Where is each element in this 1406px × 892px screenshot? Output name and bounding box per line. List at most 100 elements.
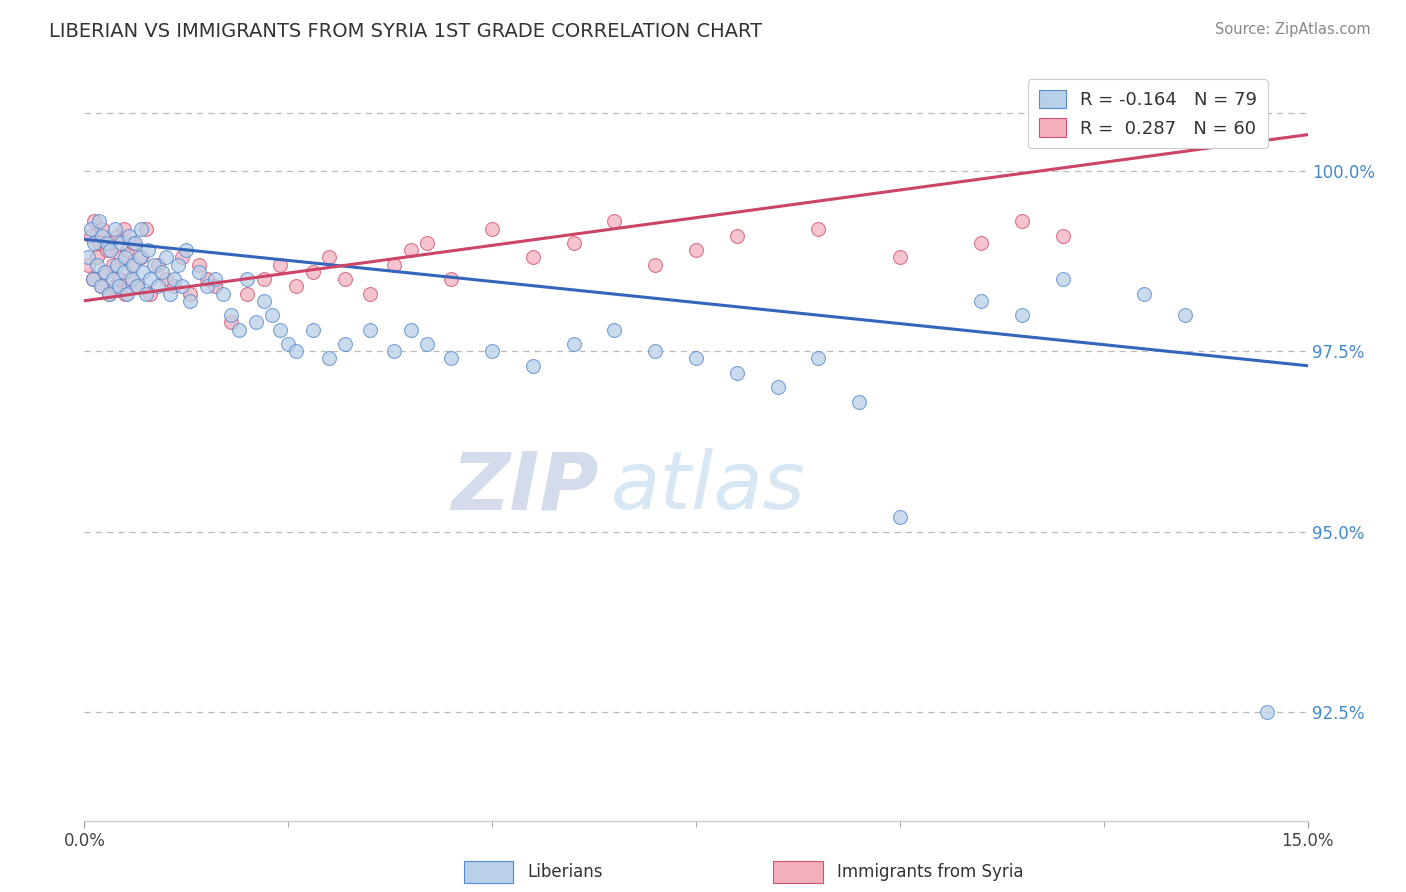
Point [127, 279, 149, 293]
Point [522, 359, 544, 373]
Point [138, 272, 160, 286]
Point [603, 214, 626, 228]
Point [121, 258, 143, 272]
Point [121, 272, 143, 286]
Point [172, 251, 194, 265]
Point [77, 251, 100, 265]
Point [100, 235, 122, 250]
Point [122, 235, 145, 250]
Point [301, 265, 323, 279]
Point [97, 286, 120, 301]
Point [174, 243, 197, 257]
Point [107, 272, 129, 286]
Point [128, 251, 150, 265]
Point [127, 279, 149, 293]
Legend: R = -0.164   N = 79, R =  0.287   N = 60: R = -0.164 N = 79, R = 0.287 N = 60 [1028, 79, 1268, 148]
Point [382, 344, 405, 359]
Point [522, 251, 544, 265]
Point [138, 286, 160, 301]
Point [382, 258, 405, 272]
Point [135, 221, 157, 235]
Point [132, 265, 155, 279]
Text: Liberians: Liberians [527, 863, 603, 881]
Point [1052, 272, 1074, 286]
Point [889, 510, 911, 524]
Point [80, 221, 103, 235]
Point [253, 293, 276, 308]
Text: ZIP: ZIP [451, 448, 598, 526]
Point [155, 251, 177, 265]
Point [725, 366, 748, 380]
Point [163, 279, 186, 293]
Point [1011, 308, 1033, 322]
Point [1011, 214, 1033, 228]
Point [101, 258, 124, 272]
Point [269, 323, 291, 337]
Point [236, 286, 259, 301]
Point [97, 286, 120, 301]
Point [101, 272, 124, 286]
Point [90, 279, 112, 293]
Point [603, 323, 626, 337]
Point [685, 243, 707, 257]
Point [172, 279, 194, 293]
Point [481, 221, 503, 235]
Point [399, 323, 422, 337]
Point [335, 337, 357, 351]
Point [236, 272, 259, 286]
Point [416, 235, 439, 250]
Point [91, 221, 114, 235]
Point [179, 286, 201, 301]
Point [228, 323, 250, 337]
Point [219, 308, 242, 322]
Point [124, 235, 146, 250]
Point [212, 286, 235, 301]
Point [318, 251, 340, 265]
Point [359, 323, 381, 337]
Point [301, 323, 323, 337]
Point [644, 258, 666, 272]
Point [83, 235, 105, 250]
Point [766, 380, 789, 394]
Point [93, 265, 115, 279]
Point [195, 279, 218, 293]
Point [82, 272, 104, 286]
Point [204, 279, 226, 293]
Point [146, 279, 169, 293]
Point [440, 351, 463, 366]
Point [146, 258, 169, 272]
Point [335, 272, 357, 286]
Text: Immigrants from Syria: Immigrants from Syria [837, 863, 1024, 881]
Point [889, 251, 911, 265]
Point [277, 337, 299, 351]
Point [416, 337, 439, 351]
Text: atlas: atlas [610, 448, 806, 526]
Point [163, 272, 186, 286]
Point [399, 243, 422, 257]
Point [112, 265, 135, 279]
Point [848, 394, 870, 409]
Point [1052, 228, 1074, 243]
Point [131, 221, 153, 235]
Point [104, 279, 127, 293]
Point [562, 235, 585, 250]
Point [644, 344, 666, 359]
Point [110, 235, 132, 250]
Point [807, 221, 830, 235]
Point [970, 293, 993, 308]
Point [285, 344, 308, 359]
Point [1133, 286, 1156, 301]
Point [359, 286, 381, 301]
Point [481, 344, 503, 359]
Point [685, 351, 707, 366]
Point [970, 235, 993, 250]
Point [80, 228, 103, 243]
Point [253, 272, 276, 286]
Point [90, 279, 112, 293]
Point [318, 351, 340, 366]
Point [142, 258, 165, 272]
Point [77, 258, 100, 272]
Point [114, 286, 136, 301]
Point [807, 351, 830, 366]
Point [219, 315, 242, 329]
